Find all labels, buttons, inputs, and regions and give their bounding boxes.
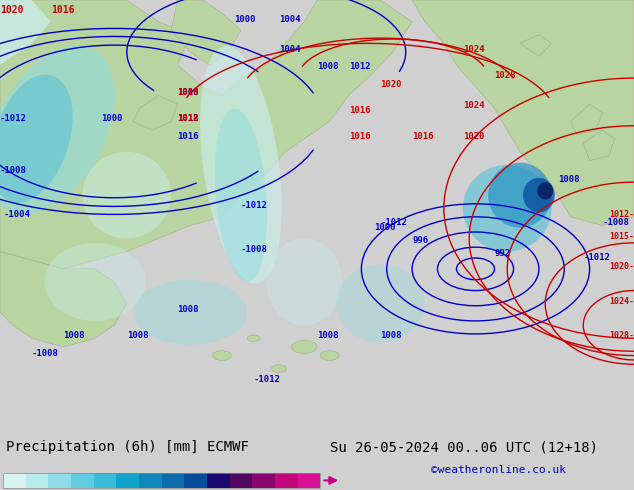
Text: -1008: -1008 — [602, 219, 629, 227]
Ellipse shape — [133, 280, 247, 345]
Bar — [184, 472, 207, 489]
Text: Precipitation (6h) [mm] ECMWF: Precipitation (6h) [mm] ECMWF — [6, 441, 249, 454]
Polygon shape — [520, 35, 552, 56]
Ellipse shape — [320, 351, 339, 361]
Text: -1008: -1008 — [32, 348, 58, 358]
Text: 1000: 1000 — [374, 223, 396, 232]
Bar — [117, 472, 139, 489]
Text: Su 26-05-2024 00..06 UTC (12+18): Su 26-05-2024 00..06 UTC (12+18) — [330, 441, 598, 454]
Text: 1012-: 1012- — [609, 210, 634, 219]
Bar — [139, 472, 162, 489]
Text: 1016: 1016 — [178, 88, 199, 98]
Text: 1008: 1008 — [558, 175, 579, 184]
Polygon shape — [0, 0, 51, 65]
Text: 1008: 1008 — [178, 88, 199, 98]
Polygon shape — [571, 104, 602, 134]
Bar — [26, 472, 48, 489]
Ellipse shape — [488, 163, 552, 228]
Text: 1015-: 1015- — [609, 231, 634, 241]
Ellipse shape — [212, 351, 231, 361]
Bar — [162, 472, 184, 489]
Text: -1012: -1012 — [241, 201, 268, 210]
Ellipse shape — [0, 46, 115, 215]
Polygon shape — [583, 130, 615, 160]
Ellipse shape — [336, 265, 425, 343]
Text: -1012: -1012 — [583, 253, 610, 262]
Bar — [94, 472, 117, 489]
Text: ©weatheronline.co.uk: ©weatheronline.co.uk — [431, 465, 566, 475]
Polygon shape — [171, 0, 241, 65]
Text: -1004: -1004 — [3, 210, 30, 219]
Text: 1020: 1020 — [0, 5, 23, 15]
Text: -1012: -1012 — [0, 115, 27, 123]
Polygon shape — [0, 251, 127, 347]
Text: 1012: 1012 — [178, 115, 199, 123]
Bar — [252, 472, 275, 489]
Text: 1028: 1028 — [495, 71, 516, 80]
Text: 996: 996 — [412, 236, 428, 245]
Text: 1024: 1024 — [463, 101, 484, 110]
Text: 1008: 1008 — [317, 331, 339, 340]
Ellipse shape — [266, 239, 342, 325]
Text: 1018: 1018 — [178, 115, 199, 123]
Ellipse shape — [215, 108, 267, 282]
Text: 1008: 1008 — [380, 331, 402, 340]
Text: 1000: 1000 — [235, 15, 256, 24]
Ellipse shape — [538, 182, 553, 199]
Text: -1008: -1008 — [0, 167, 27, 175]
Text: 1008: 1008 — [63, 331, 85, 340]
Ellipse shape — [292, 341, 317, 353]
Text: 1020-: 1020- — [609, 262, 634, 271]
Text: 1008: 1008 — [178, 305, 199, 314]
Ellipse shape — [200, 46, 281, 284]
Ellipse shape — [523, 178, 555, 213]
Text: 1028-: 1028- — [609, 331, 634, 340]
Text: 1012: 1012 — [349, 62, 370, 72]
Text: 1024-: 1024- — [609, 296, 634, 306]
Ellipse shape — [271, 365, 287, 372]
Bar — [297, 472, 320, 489]
Bar — [3, 472, 26, 489]
Text: 1000: 1000 — [101, 115, 123, 123]
Bar — [3, 472, 320, 489]
Text: -1012: -1012 — [254, 375, 280, 384]
Polygon shape — [412, 0, 634, 225]
Text: 1016: 1016 — [349, 132, 370, 141]
Text: 1016: 1016 — [349, 106, 370, 115]
Polygon shape — [133, 96, 178, 130]
Text: 1020: 1020 — [380, 80, 402, 89]
Ellipse shape — [44, 243, 146, 321]
Text: 1016: 1016 — [178, 132, 199, 141]
Text: -1008: -1008 — [241, 245, 268, 253]
Text: 1004: 1004 — [279, 45, 301, 54]
Bar — [71, 472, 94, 489]
Ellipse shape — [247, 335, 260, 342]
Text: 1016: 1016 — [412, 132, 434, 141]
Text: 1004: 1004 — [279, 15, 301, 24]
Text: 1016: 1016 — [51, 5, 74, 15]
Bar — [230, 472, 252, 489]
Text: -1012: -1012 — [380, 219, 407, 227]
Text: 1008: 1008 — [127, 331, 148, 340]
Text: 992: 992 — [495, 249, 510, 258]
Bar — [48, 472, 71, 489]
Text: 1020: 1020 — [463, 132, 484, 141]
Ellipse shape — [0, 74, 73, 203]
Ellipse shape — [82, 152, 171, 239]
Bar — [275, 472, 297, 489]
Ellipse shape — [463, 165, 552, 251]
Bar — [207, 472, 230, 489]
Text: 1008: 1008 — [317, 62, 339, 72]
Text: 1024: 1024 — [463, 45, 484, 54]
Polygon shape — [0, 0, 412, 269]
